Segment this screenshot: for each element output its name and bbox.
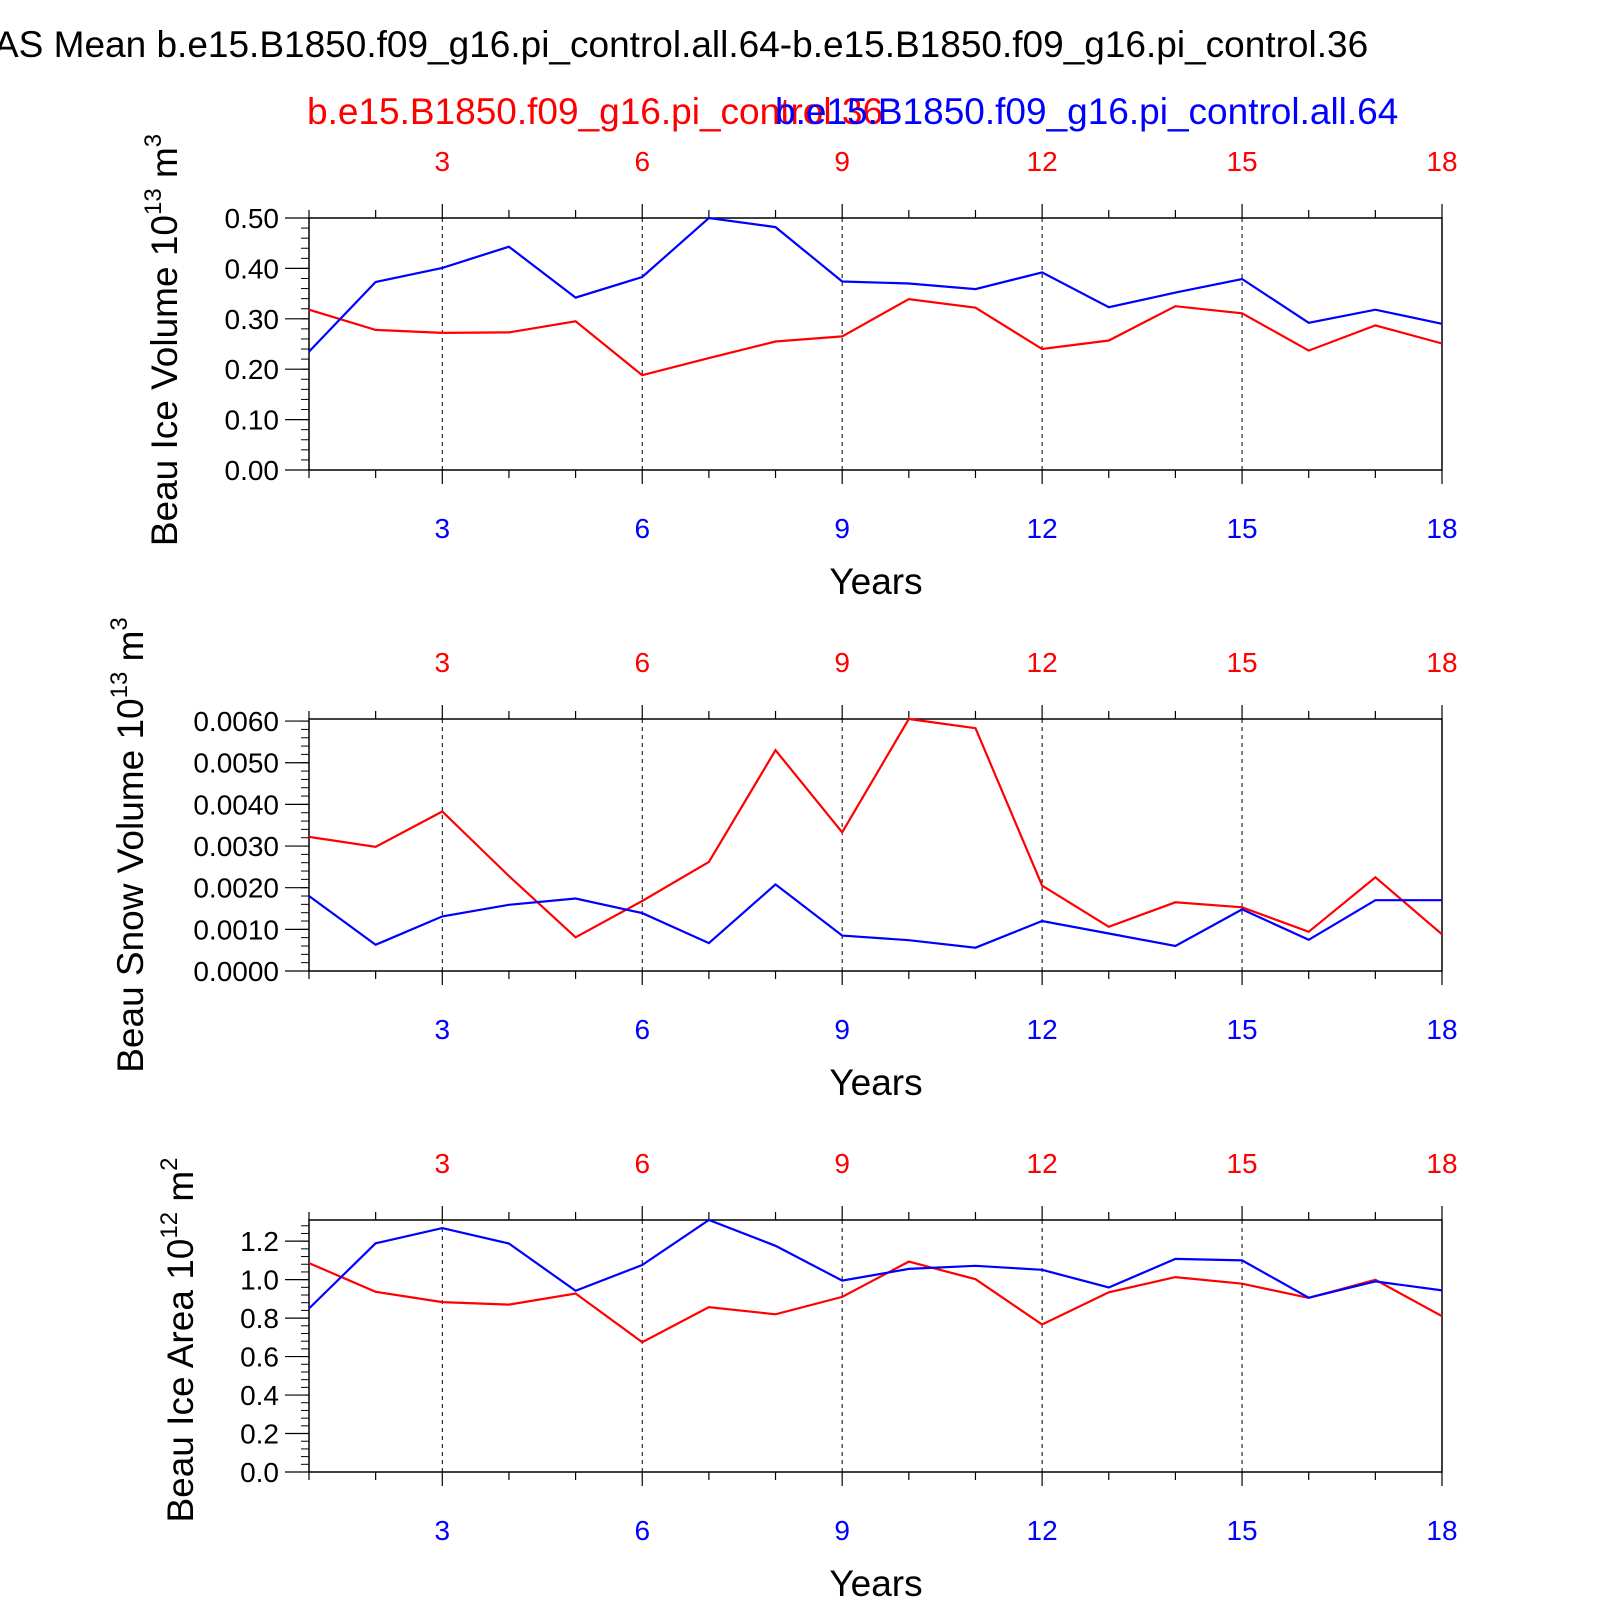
y-tick-label-4: 0.8 [240,1303,279,1334]
y-tick-label-3: 0.30 [225,304,280,335]
x-tick-label-bottom-3: 3 [435,1014,451,1045]
x-tick-label-bottom-9: 9 [834,513,850,544]
y-tick-label-3: 0.6 [240,1342,279,1373]
series-line-blue [308,882,1442,949]
x-tick-label-top-12: 12 [1027,146,1058,177]
y-tick-label-4: 0.0040 [193,789,279,820]
y-tick-label-5: 0.50 [225,203,280,234]
x-tick-label-bottom-12: 12 [1027,1014,1058,1045]
series-line-blue [308,216,1443,353]
figure-title: AS Mean b.e15.B1850.f09_g16.pi_control.a… [0,24,1368,65]
chart-panel-1: 3 3 6 6 9 9 12 12 15 15 18 18 Years 0.00 0.10 0.20 0.30 0… [140,134,1458,602]
y-tick-label-0: 0.00 [225,455,280,486]
x-tick-label-bottom-6: 6 [634,513,650,544]
x-tick-label-bottom-15: 15 [1226,1515,1257,1546]
y-tick-label-0: 0.0000 [193,956,279,987]
y-tick-label-4: 0.40 [225,253,280,284]
x-tick-label-bottom-15: 15 [1226,513,1257,544]
x-tick-label-top-3: 3 [435,1148,451,1179]
y-tick-label-5: 0.0050 [193,748,279,779]
x-tick-label-top-18: 18 [1426,146,1457,177]
y-axis-label: Beau Ice Area 1012 m2 [156,1157,201,1522]
y-tick-label-3: 0.0030 [193,831,279,862]
x-tick-label-bottom-15: 15 [1226,1014,1257,1045]
x-tick-label-top-12: 12 [1027,647,1058,678]
x-tick-label-top-18: 18 [1426,647,1457,678]
x-tick-label-bottom-9: 9 [834,1515,850,1546]
x-tick-label-top-6: 6 [634,146,650,177]
x-tick-label-top-9: 9 [834,647,850,678]
y-tick-label-6: 1.2 [240,1226,279,1257]
plot-frame [308,718,1443,972]
x-tick-label-top-18: 18 [1426,1148,1457,1179]
series-line-red [308,297,1443,377]
y-tick-label-1: 0.0010 [193,914,279,945]
x-tick-label-top-12: 12 [1027,1148,1058,1179]
x-tick-label-top-6: 6 [634,647,650,678]
series-line-red [308,1260,1443,1344]
x-tick-label-top-9: 9 [834,146,850,177]
x-axis-label: Years [829,1062,922,1103]
plot-frame [308,1219,1443,1473]
x-tick-label-top-6: 6 [634,1148,650,1179]
y-tick-label-2: 0.20 [225,354,280,385]
x-tick-label-bottom-18: 18 [1426,1515,1457,1546]
legend-blue-label: b.e15.B1850.f09_g16.pi_control.all.64 [775,91,1398,132]
x-tick-label-bottom-12: 12 [1027,513,1058,544]
x-tick-label-bottom-18: 18 [1426,513,1457,544]
y-tick-label-5: 1.0 [240,1265,279,1296]
y-tick-label-6: 0.0060 [193,706,279,737]
x-tick-label-top-3: 3 [435,146,451,177]
y-tick-label-0: 0.0 [240,1457,279,1488]
chart-panel-3: 3 3 6 6 9 9 12 12 15 15 18 18 Years 0.0 0.2 0.4 0.6 0.8 1.… [156,1148,1458,1600]
y-axis-label: Beau Snow Volume 1013 m3 [106,617,151,1073]
x-tick-label-top-15: 15 [1226,1148,1257,1179]
x-tick-label-bottom-9: 9 [834,1014,850,1045]
series-line-blue [308,1218,1443,1310]
x-tick-label-bottom-12: 12 [1027,1515,1058,1546]
x-axis-label: Years [829,1563,922,1600]
chart-panels: 3 3 6 6 9 9 12 12 15 15 18 18 Years 0.00 0.10 0.20 0.30 0… [106,134,1458,1600]
y-tick-label-1: 0.10 [225,405,280,436]
y-tick-label-2: 0.0020 [193,873,279,904]
x-tick-label-top-15: 15 [1226,146,1257,177]
x-tick-label-bottom-18: 18 [1426,1014,1457,1045]
plot-frame [308,217,1443,471]
y-tick-label-2: 0.4 [240,1380,279,1411]
series-line-red [308,717,1443,939]
x-tick-label-bottom-3: 3 [435,513,451,544]
x-tick-label-top-3: 3 [435,647,451,678]
x-axis-label: Years [829,561,922,602]
chart-panel-2: 3 3 6 6 9 9 12 12 15 15 18 18 Years 0.0000 0.0010 0.002… [106,617,1458,1103]
x-tick-label-bottom-6: 6 [634,1515,650,1546]
x-tick-label-top-15: 15 [1226,647,1257,678]
x-tick-label-top-9: 9 [834,1148,850,1179]
x-tick-label-bottom-6: 6 [634,1014,650,1045]
x-tick-label-bottom-3: 3 [435,1515,451,1546]
legend-red-label: b.e15.B1850.f09_g16.pi_control.36 [307,91,883,132]
y-axis-label: Beau Ice Volume 1013 m3 [140,134,185,546]
y-tick-label-1: 0.2 [240,1419,279,1450]
